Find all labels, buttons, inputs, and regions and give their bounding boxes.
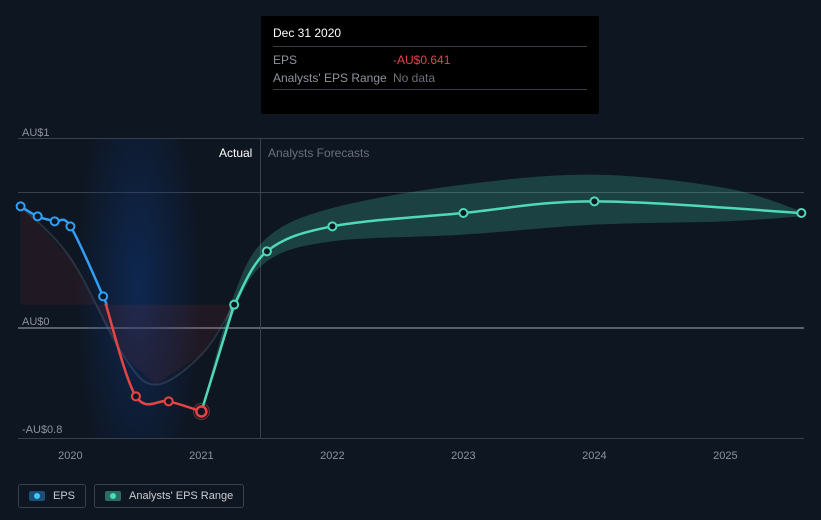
legend: EPS Analysts' EPS Range: [18, 484, 244, 508]
legend-item[interactable]: EPS: [18, 484, 86, 508]
x-axis-label: 2021: [189, 450, 213, 462]
tooltip: Dec 31 2020 EPS-AU$0.641Analysts' EPS Ra…: [261, 16, 599, 114]
label-actual: Actual: [219, 146, 252, 160]
x-axis-label: 2023: [451, 450, 475, 462]
x-axis-label: 2020: [58, 450, 82, 462]
x-axis-label: 2025: [713, 450, 737, 462]
y-axis-label: AU$1: [22, 127, 50, 139]
x-axis-label: 2024: [582, 450, 606, 462]
tooltip-row-value: No data: [393, 71, 435, 85]
tooltip-date: Dec 31 2020: [273, 26, 587, 40]
y-axis-label: -AU$0.8: [22, 424, 62, 436]
gridline-y: [18, 192, 804, 193]
legend-dot-icon: [110, 493, 116, 499]
gridline-y: [18, 438, 804, 439]
x-axis-label: 2022: [320, 450, 344, 462]
tooltip-separator-bottom: [273, 89, 587, 90]
plot-background: [18, 138, 804, 438]
eps-chart: AU$1AU$0-AU$0.8202020212022202320242025 …: [0, 0, 821, 520]
legend-swatch: [105, 491, 121, 501]
legend-dot-icon: [34, 493, 40, 499]
gridline-y: [18, 327, 804, 329]
tooltip-row-label: Analysts' EPS Range: [273, 71, 393, 85]
label-forecast: Analysts Forecasts: [268, 146, 369, 160]
tooltip-row-label: EPS: [273, 53, 393, 67]
tooltip-row-value: -AU$0.641: [393, 53, 450, 67]
tooltip-separator: [273, 46, 587, 47]
tooltip-row: Analysts' EPS RangeNo data: [273, 71, 587, 85]
tooltip-row: EPS-AU$0.641: [273, 53, 587, 67]
legend-item[interactable]: Analysts' EPS Range: [94, 484, 244, 508]
legend-swatch: [29, 491, 45, 501]
gridline-y: [18, 138, 804, 139]
legend-label: EPS: [53, 490, 75, 502]
section-divider: [260, 138, 261, 438]
y-axis-label: AU$0: [22, 316, 50, 328]
legend-label: Analysts' EPS Range: [129, 490, 233, 502]
